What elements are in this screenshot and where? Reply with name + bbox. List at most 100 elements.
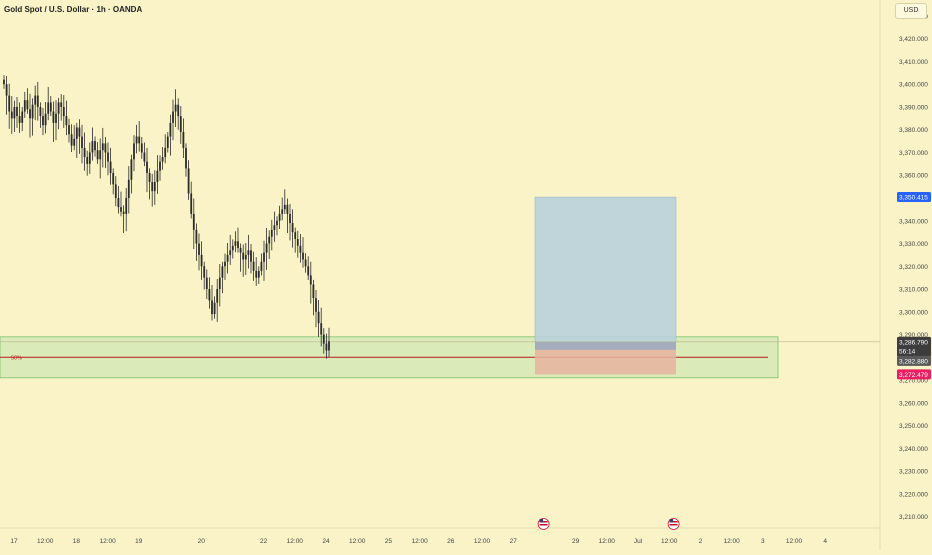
candle: [23, 91, 26, 118]
candle: [190, 181, 193, 219]
candle: [250, 243, 252, 274]
candle-body: [65, 116, 68, 126]
candle: [237, 227, 239, 253]
currency-button[interactable]: USD: [895, 3, 927, 19]
x-tick-label: 12:00: [723, 538, 740, 545]
candle-body: [23, 100, 26, 112]
y-tick-label: 3,260.000: [899, 400, 928, 407]
candle: [164, 134, 167, 164]
candle-body: [190, 193, 193, 214]
event-stripe: [669, 524, 678, 526]
candle-body: [169, 122, 172, 137]
candle-body: [83, 147, 86, 158]
candle: [135, 124, 138, 154]
candle: [60, 94, 63, 121]
candle-body: [278, 213, 281, 221]
symbol-title[interactable]: Gold Spot / U.S. Dollar · 1h · OANDA: [4, 5, 143, 14]
candle-body: [281, 209, 284, 214]
candle-body: [42, 116, 44, 126]
candle: [312, 279, 315, 316]
us-flag-event-icon[interactable]: [537, 518, 550, 530]
candle-body: [328, 341, 330, 351]
candle-body: [135, 136, 138, 144]
candle: [247, 234, 250, 269]
candle-body: [174, 104, 177, 112]
candle-body: [296, 238, 299, 246]
candle-body: [10, 111, 13, 119]
candle: [114, 176, 117, 207]
candle: [195, 223, 198, 261]
stop-price-label-bg: [897, 369, 931, 380]
candle-body: [224, 261, 226, 267]
candle-body: [177, 104, 180, 117]
candle-body: [8, 95, 11, 112]
candle-body: [161, 157, 164, 162]
candle-body: [156, 170, 159, 183]
x-tick-label: 27: [510, 538, 518, 545]
candle: [169, 114, 172, 156]
candle-body: [31, 104, 34, 119]
candle-body: [291, 223, 294, 233]
y-tick-label: 3,380.000: [899, 127, 928, 134]
event-canton: [669, 519, 674, 523]
candle: [96, 142, 99, 164]
candle-body: [211, 300, 213, 315]
y-tick-label: 3,320.000: [899, 264, 928, 271]
x-tick-label: 3: [761, 538, 765, 545]
candle: [47, 86, 50, 121]
candle-body: [117, 198, 120, 208]
y-tick-label: 3,310.000: [899, 287, 928, 294]
candle: [13, 100, 16, 132]
candle: [29, 93, 31, 138]
event-stripe: [539, 521, 548, 523]
candle: [49, 96, 52, 117]
candle-body: [273, 225, 276, 230]
candle-body: [315, 298, 317, 312]
x-tick-label: 17: [10, 538, 18, 545]
candle-body: [283, 204, 286, 210]
candle-body: [109, 161, 112, 173]
y-tick-label: 3,370.000: [899, 150, 928, 157]
candle-body: [237, 241, 239, 249]
candle: [270, 219, 273, 251]
candle-body: [322, 334, 325, 344]
candle-body: [151, 182, 154, 192]
candle-body: [26, 100, 29, 110]
candle-body: [221, 266, 224, 278]
candle: [104, 137, 107, 168]
candle-body: [16, 106, 18, 117]
candle-body: [270, 229, 273, 237]
candle: [200, 241, 203, 280]
candle: [148, 168, 151, 200]
candle: [65, 100, 68, 136]
candle: [156, 155, 159, 194]
candle: [159, 155, 161, 181]
candle-body: [179, 116, 182, 132]
x-tick-label: 12:00: [599, 538, 616, 545]
x-tick-label: 12:00: [99, 538, 116, 545]
candle: [174, 89, 177, 127]
candle: [198, 233, 200, 271]
candle-body: [81, 136, 83, 148]
us-flag-event-icon[interactable]: [667, 518, 680, 530]
position-progress: [535, 341, 676, 350]
candle: [260, 253, 263, 276]
candle: [10, 96, 13, 134]
candle-body: [62, 106, 65, 117]
candle-body: [101, 143, 104, 151]
candle-body: [286, 204, 289, 214]
candle: [81, 124, 83, 164]
candle: [203, 261, 206, 290]
event-stripe: [539, 524, 548, 526]
x-tick-label: 26: [447, 538, 455, 545]
candle-body: [247, 250, 250, 255]
candle-body: [47, 102, 50, 114]
candle-body: [231, 245, 234, 251]
candle: [322, 328, 325, 354]
x-tick-label: 22: [260, 538, 268, 545]
candle: [153, 170, 156, 205]
y-tick-label: 3,400.000: [899, 82, 928, 89]
candle-body: [317, 311, 320, 324]
